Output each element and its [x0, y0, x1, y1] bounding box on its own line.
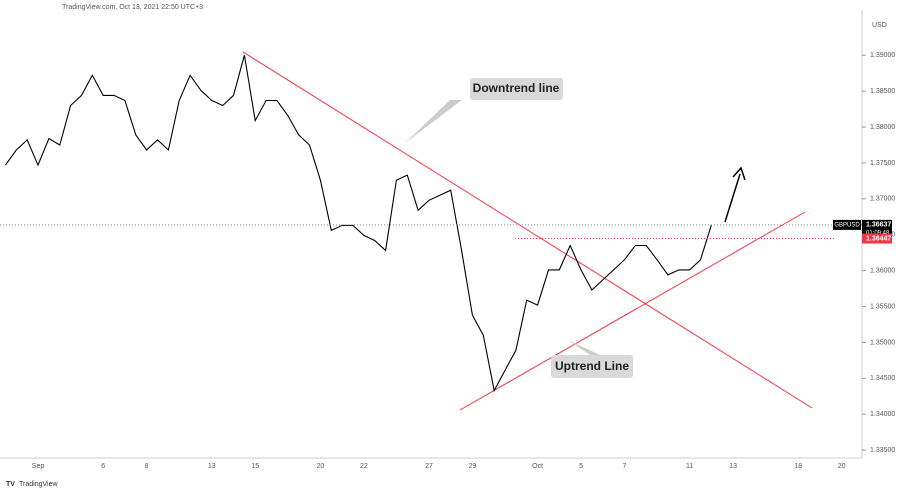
- callout-pointer: [568, 340, 600, 355]
- x-tick-label: 13: [208, 463, 216, 470]
- y-tick-label: 1.35000: [870, 339, 895, 346]
- annotation: Downtrend line: [473, 81, 560, 95]
- callout-box: [551, 355, 633, 378]
- y-tick-label: 1.34500: [870, 375, 895, 382]
- x-tick-label: Sep: [32, 463, 45, 470]
- price-line: [5, 55, 712, 393]
- x-tick-label: 6: [101, 463, 105, 470]
- logo-mark: TV: [6, 481, 15, 488]
- symbol-label: GBPUSD: [834, 222, 860, 228]
- y-tick-label: 1.38000: [870, 124, 895, 131]
- x-tick-label: 20: [317, 463, 325, 470]
- symbol-badge: [833, 219, 861, 230]
- countdown: 01:09:48: [866, 230, 890, 236]
- y-tick-label: 1.35500: [870, 303, 895, 310]
- y-tick-label: 1.33500: [870, 447, 895, 454]
- last-price-label: 1.36637: [866, 222, 891, 229]
- y-tick-label: 1.37500: [870, 160, 895, 167]
- currency: USD: [872, 22, 887, 29]
- y-tick-label: 1.38500: [870, 88, 895, 95]
- y-tick-label: 1.39000: [870, 52, 895, 59]
- last-price-badge: [862, 219, 892, 238]
- y-tick-label: 1.34000: [870, 411, 895, 418]
- x-tick-label: 22: [360, 463, 368, 470]
- x-tick-label: 18: [794, 463, 802, 470]
- y-tick-label: 1.36000: [870, 267, 895, 274]
- x-tick-label: 13: [729, 463, 737, 470]
- arrow-head: [732, 166, 746, 181]
- x-tick-label: 8: [145, 463, 149, 470]
- header: TradingView.com, Oct 13, 2021 22:50 UTC+…: [62, 4, 203, 11]
- x-tick-label: 11: [686, 463, 693, 470]
- x-tick-label: 29: [469, 463, 477, 470]
- arrow-shaft: [724, 173, 741, 223]
- x-tick-label: 5: [579, 463, 583, 470]
- callout-box: [470, 78, 563, 100]
- uptrend-line: [459, 211, 806, 411]
- y-tick-label: 1.37000: [870, 196, 895, 203]
- x-tick-label: Oct: [532, 463, 543, 470]
- annotation: Uptrend Line: [555, 359, 629, 373]
- x-tick-label: 27: [425, 463, 433, 470]
- x-tick-label: 15: [251, 463, 259, 470]
- x-tick-label: 7: [623, 463, 627, 470]
- x-tick-label: 20: [838, 463, 846, 470]
- level-label: 1.36447: [866, 235, 891, 242]
- footer: TradingView: [19, 481, 58, 488]
- downtrend-line: [242, 51, 813, 409]
- callout-pointer: [405, 100, 462, 143]
- level-badge: [862, 233, 892, 244]
